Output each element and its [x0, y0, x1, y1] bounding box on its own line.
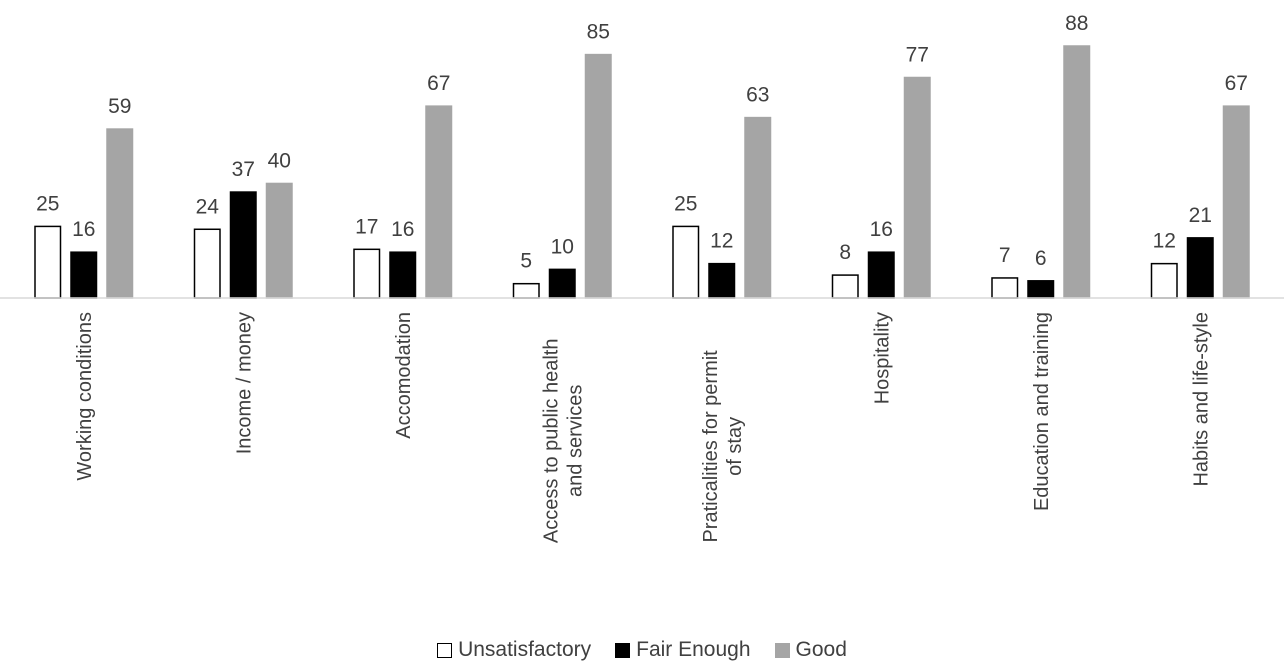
legend-label-fair-enough: Fair Enough — [636, 638, 751, 661]
bar-good-habits-and-life-style — [1222, 105, 1250, 299]
value-label-good-working-conditions: 59 — [108, 95, 131, 118]
value-label-fair-enough-income-money: 37 — [232, 158, 255, 181]
value-label-unsatisfactory-education-and-training: 7 — [999, 244, 1011, 267]
category-label-education-and-training: Education and training — [1031, 312, 1053, 511]
bar-fair-enough-working-conditions — [70, 251, 98, 299]
value-label-good-accomodation: 67 — [427, 72, 450, 95]
legend-item-fair-enough: Fair Enough — [615, 638, 751, 662]
value-label-fair-enough-hospitality: 16 — [870, 218, 893, 241]
value-label-fair-enough-praticalities-for-permit-of-stay: 12 — [710, 230, 733, 253]
bar-unsatisfactory-habits-and-life-style — [1150, 262, 1178, 299]
legend: Unsatisfactory Fair Enough Good — [0, 638, 1284, 662]
legend-label-unsatisfactory: Unsatisfactory — [458, 638, 592, 661]
bar-unsatisfactory-working-conditions — [34, 225, 62, 299]
bar-fair-enough-education-and-training — [1027, 280, 1055, 299]
value-label-unsatisfactory-habits-and-life-style: 12 — [1153, 230, 1176, 253]
bar-fair-enough-income-money — [229, 191, 257, 299]
bar-fair-enough-accomodation — [389, 251, 417, 299]
bar-fair-enough-praticalities-for-permit-of-stay — [708, 262, 736, 299]
value-label-fair-enough-education-and-training: 6 — [1035, 247, 1047, 270]
bar-unsatisfactory-accomodation — [353, 248, 381, 299]
bar-unsatisfactory-education-and-training — [991, 277, 1019, 299]
value-label-unsatisfactory-access-to-public-health-and-services: 5 — [520, 250, 532, 273]
bar-good-working-conditions — [106, 128, 134, 299]
value-label-unsatisfactory-hospitality: 8 — [839, 241, 851, 264]
category-label-habits-and-life-style: Habits and life-style — [1190, 312, 1212, 487]
bar-good-education-and-training — [1063, 45, 1091, 299]
category-label-accomodation: Accomodation — [393, 312, 415, 439]
category-label-praticalities-for-permit-of-stay: Praticalities for permit of stay — [700, 350, 746, 543]
legend-swatch-unsatisfactory — [437, 642, 453, 658]
bar-good-income-money — [265, 182, 293, 299]
bar-unsatisfactory-income-money — [193, 228, 221, 299]
value-label-good-education-and-training: 88 — [1065, 12, 1088, 35]
bar-fair-enough-access-to-public-health-and-services — [548, 268, 576, 299]
value-label-fair-enough-accomodation: 16 — [391, 218, 414, 241]
value-label-good-access-to-public-health-and-services: 85 — [587, 21, 610, 44]
value-label-fair-enough-access-to-public-health-and-services: 10 — [551, 235, 574, 258]
value-label-good-income-money: 40 — [268, 149, 291, 172]
value-label-unsatisfactory-income-money: 24 — [196, 195, 220, 218]
category-label-working-conditions: Working conditions — [74, 312, 96, 481]
value-label-good-habits-and-life-style: 67 — [1225, 72, 1248, 95]
value-label-unsatisfactory-working-conditions: 25 — [36, 192, 59, 215]
category-label-access-to-public-health-and-services: Access to public health and services — [540, 339, 586, 544]
bar-good-accomodation — [425, 105, 453, 299]
category-label-income-money: Income / money — [233, 312, 255, 454]
value-label-unsatisfactory-accomodation: 17 — [355, 215, 378, 238]
bar-good-praticalities-for-permit-of-stay — [744, 116, 772, 299]
value-label-good-praticalities-for-permit-of-stay: 63 — [746, 84, 769, 107]
legend-item-good: Good — [774, 638, 847, 662]
legend-label-good: Good — [795, 638, 847, 661]
bar-fair-enough-habits-and-life-style — [1186, 237, 1214, 299]
bar-unsatisfactory-praticalities-for-permit-of-stay — [672, 225, 700, 299]
bars-group — [34, 45, 1250, 299]
value-label-fair-enough-habits-and-life-style: 21 — [1189, 204, 1212, 227]
legend-swatch-fair-enough — [615, 642, 631, 658]
legend-swatch-good — [774, 642, 790, 658]
bar-good-access-to-public-health-and-services — [584, 53, 612, 299]
bar-good-hospitality — [903, 76, 931, 299]
category-label-hospitality: Hospitality — [871, 312, 893, 404]
value-label-unsatisfactory-praticalities-for-permit-of-stay: 25 — [674, 192, 697, 215]
value-label-fair-enough-working-conditions: 16 — [72, 218, 95, 241]
category-labels-group: Working conditions Income / money Accomoda… — [74, 312, 1213, 543]
bar-fair-enough-hospitality — [867, 251, 895, 299]
value-label-good-hospitality: 77 — [906, 44, 929, 67]
bar-unsatisfactory-hospitality — [831, 274, 859, 299]
legend-item-unsatisfactory: Unsatisfactory — [437, 638, 591, 662]
bar-unsatisfactory-access-to-public-health-and-services — [512, 282, 540, 299]
